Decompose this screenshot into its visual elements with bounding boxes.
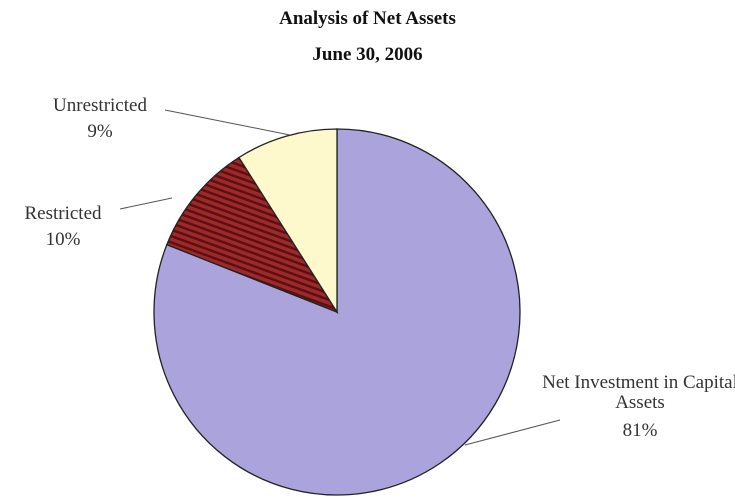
slice-value-label: 10%	[45, 229, 81, 250]
chart-subtitle: June 30, 2006	[312, 44, 423, 65]
leader-line	[164, 109, 291, 136]
slice-value-label: 9%	[87, 121, 113, 142]
slice-label: Net Investment in Capital Assets	[542, 372, 735, 413]
pie-slice	[166, 156, 339, 314]
pie-slice	[238, 128, 338, 315]
slice-value-label: 81%	[622, 420, 658, 441]
chart-title: Analysis of Net Assets	[279, 8, 456, 29]
slice-label: Restricted	[24, 203, 102, 224]
leader-line	[119, 197, 173, 210]
slice-label: Unrestricted	[53, 95, 147, 116]
leader-line	[464, 419, 561, 446]
pie-slice	[153, 128, 521, 496]
